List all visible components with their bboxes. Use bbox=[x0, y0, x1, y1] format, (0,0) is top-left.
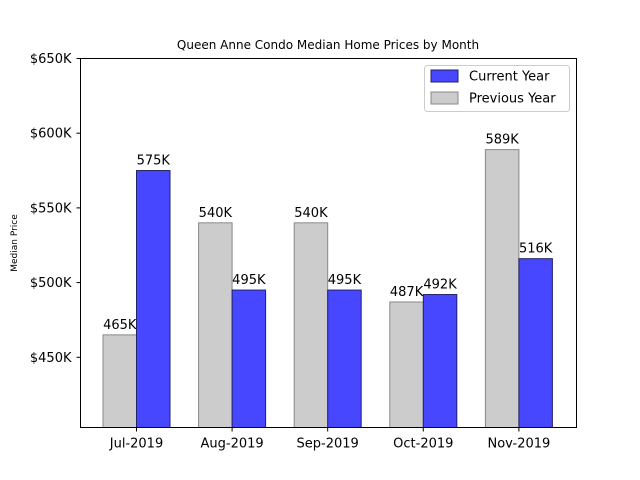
bar-label-current-year-nov-2019: 516K bbox=[519, 242, 553, 257]
bar-previous-year-jul-2019 bbox=[102, 334, 137, 429]
bar-labels-layer: 465K 540K 540K 487K 589K 575K 495K 495K 492K 516K bbox=[103, 133, 553, 333]
legend-swatch-previous-year bbox=[430, 91, 459, 105]
plot-frame bbox=[80, 58, 577, 428]
bar-previous-year-sep-2019 bbox=[293, 222, 329, 428]
bar-current-year-aug-2019 bbox=[231, 289, 267, 429]
bar-label-previous-year-jul-2019: 465K bbox=[103, 318, 137, 333]
x-tick-label: Aug-2019 bbox=[201, 437, 264, 452]
bar-label-current-year-jul-2019: 575K bbox=[137, 154, 171, 169]
bar-current-year-jul-2019 bbox=[136, 170, 171, 429]
y-tick-label: $650K bbox=[30, 52, 72, 67]
bar-current-year-nov-2019 bbox=[518, 258, 553, 429]
bar-previous-year-nov-2019 bbox=[484, 149, 520, 428]
bar-label-previous-year-nov-2019: 589K bbox=[485, 133, 519, 148]
x-tick-label: Oct-2019 bbox=[393, 437, 453, 452]
y-tick-label: $600K bbox=[30, 127, 72, 142]
legend-box bbox=[424, 65, 570, 112]
y-tick-label: $550K bbox=[30, 201, 72, 216]
legend-label-previous-year: Previous Year bbox=[469, 92, 556, 107]
bar-label-previous-year-sep-2019: 540K bbox=[294, 206, 328, 221]
x-axis: Jul-2019 Aug-2019 Sep-2019 Oct-2019 Nov-2019 bbox=[109, 427, 550, 452]
x-tick-label: Nov-2019 bbox=[487, 437, 550, 452]
y-tick-label: $450K bbox=[30, 351, 72, 366]
legend: Current Year Previous Year bbox=[424, 65, 570, 112]
bar-label-previous-year-oct-2019: 487K bbox=[390, 285, 424, 300]
bar-current-year-oct-2019 bbox=[422, 294, 458, 429]
bar-label-current-year-sep-2019: 495K bbox=[328, 273, 362, 288]
y-axis-label: Median Price bbox=[10, 214, 20, 272]
y-tick-label: $500K bbox=[30, 276, 72, 291]
bar-label-current-year-aug-2019: 495K bbox=[232, 273, 266, 288]
chart-title: Queen Anne Condo Median Home Prices by M… bbox=[177, 38, 479, 52]
bar-label-current-year-oct-2019: 492K bbox=[423, 278, 457, 293]
bars-layer bbox=[102, 149, 553, 429]
bar-previous-year-aug-2019 bbox=[198, 222, 233, 428]
bar-current-year-sep-2019 bbox=[327, 289, 362, 429]
bar-previous-year-oct-2019 bbox=[389, 301, 424, 429]
x-tick-label: Sep-2019 bbox=[297, 437, 359, 452]
legend-swatch-current-year bbox=[430, 69, 459, 83]
y-axis: $450K $500K $550K $600K $650K bbox=[30, 52, 81, 366]
legend-label-current-year: Current Year bbox=[469, 70, 550, 85]
bar-label-previous-year-aug-2019: 540K bbox=[199, 206, 233, 221]
x-tick-label: Jul-2019 bbox=[109, 437, 163, 452]
